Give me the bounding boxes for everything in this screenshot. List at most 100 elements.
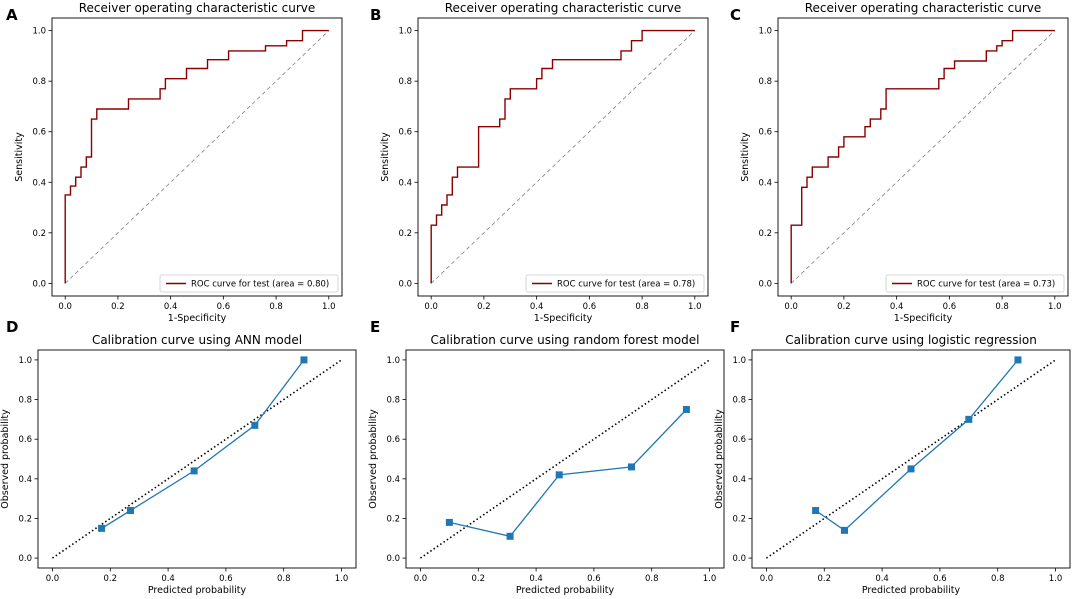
x-tick-label: 1.0 (1049, 574, 1063, 584)
y-tick-label: 0.8 (386, 396, 400, 406)
x-tick-label: 0.6 (943, 302, 957, 312)
x-tick-label: 1.0 (688, 302, 702, 312)
x-tick-label: 0.2 (837, 302, 851, 312)
panel-letter: D (6, 318, 18, 336)
calibration-point (965, 415, 973, 423)
y-tick-label: 0.0 (732, 554, 746, 564)
y-tick-label: 0.6 (32, 128, 46, 138)
x-tick-label: 0.6 (219, 574, 233, 584)
y-tick-label: 0.2 (398, 229, 412, 239)
y-tick-label: 0.8 (18, 396, 32, 406)
y-axis-label: Observed probability (368, 409, 379, 509)
panel-letter: C (730, 6, 741, 24)
reference-diagonal (430, 30, 696, 284)
legend: ROC curve for test (area = 0.80) (159, 274, 339, 293)
chart-title: Calibration curve using random forest mo… (431, 333, 700, 347)
chart-title: Receiver operating characteristic curve (79, 1, 316, 15)
chart-title: Receiver operating characteristic curve (805, 1, 1042, 15)
y-axis-label: Sensitivity (740, 132, 751, 182)
y-tick-label: 0.4 (732, 475, 746, 485)
x-tick-label: 0.0 (784, 302, 798, 312)
x-tick-label: 0.4 (875, 574, 889, 584)
chart-title: Calibration curve using logistic regress… (785, 333, 1037, 347)
y-tick-label: 1.0 (386, 356, 400, 366)
chart-title: Receiver operating characteristic curve (445, 1, 682, 15)
y-tick-label: 1.0 (758, 27, 772, 37)
legend-box (525, 274, 705, 293)
y-tick-label: 0.4 (18, 475, 32, 485)
calibration-point (98, 524, 106, 532)
y-tick-label: 0.6 (732, 435, 746, 445)
legend-box (159, 274, 339, 293)
x-tick-label: 0.8 (995, 302, 1009, 312)
y-tick-label: 0.8 (732, 396, 746, 406)
y-tick-label: 0.0 (398, 279, 412, 289)
x-tick-label: 0.4 (164, 302, 178, 312)
panel-letter: A (6, 6, 18, 24)
y-tick-label: 0.4 (398, 178, 412, 188)
x-tick-label: 0.8 (277, 574, 291, 584)
x-tick-label: 0.8 (269, 302, 283, 312)
x-axis-label: 1-Specificity (534, 313, 593, 324)
y-tick-label: 1.0 (32, 27, 46, 37)
x-tick-label: 0.0 (58, 302, 72, 312)
y-axis-label: Sensitivity (14, 132, 25, 182)
x-tick-label: 0.8 (991, 574, 1005, 584)
panel-letter: F (730, 318, 740, 336)
y-tick-label: 0.2 (18, 514, 32, 524)
y-axis-label: Observed probability (0, 409, 11, 509)
plot-frame (417, 17, 709, 297)
y-axis-label: Observed probability (714, 409, 725, 509)
x-axis-label: Predicted probability (516, 585, 615, 596)
x-tick-label: 0.0 (424, 302, 438, 312)
x-tick-label: 0.6 (583, 302, 597, 312)
y-tick-label: 0.2 (758, 229, 772, 239)
panel-f: F Calibration curve using logistic regres… (714, 318, 1071, 596)
legend-label: ROC curve for test (area = 0.73) (917, 280, 1055, 290)
x-tick-label: 1.0 (335, 574, 349, 584)
calibration-point (251, 421, 259, 429)
x-axis-label: Predicted probability (148, 585, 247, 596)
y-tick-label: 0.2 (386, 514, 400, 524)
panel-letter: E (370, 318, 380, 336)
calibration-point (841, 526, 849, 534)
x-tick-label: 0.4 (530, 302, 544, 312)
roc-curve (430, 29, 695, 284)
reference-diagonal (766, 359, 1056, 559)
calibration-point (812, 507, 820, 515)
roc-curve (64, 29, 329, 284)
x-tick-label: 0.2 (818, 574, 832, 584)
chart-title: Calibration curve using ANN model (92, 333, 302, 347)
y-tick-label: 0.6 (758, 128, 772, 138)
y-tick-label: 0.6 (18, 435, 32, 445)
legend-box (885, 274, 1065, 293)
panel-c: C Receiver operating characteristic curve… (730, 1, 1069, 324)
x-tick-label: 0.2 (111, 302, 125, 312)
calibration-point (506, 532, 514, 540)
x-tick-label: 0.2 (104, 574, 118, 584)
reference-diagonal (64, 30, 330, 284)
y-tick-label: 0.0 (386, 554, 400, 564)
x-tick-label: 0.8 (635, 302, 649, 312)
y-tick-label: 0.4 (758, 178, 772, 188)
plot-frame (37, 349, 357, 569)
calibration-curve (449, 409, 687, 538)
x-tick-label: 0.8 (645, 574, 659, 584)
calibration-point (907, 465, 915, 473)
y-tick-label: 0.4 (32, 178, 46, 188)
y-tick-label: 1.0 (18, 356, 32, 366)
x-tick-label: 0.4 (161, 574, 175, 584)
y-tick-label: 0.0 (32, 279, 46, 289)
x-axis-label: 1-Specificity (894, 313, 953, 324)
panel-b: B Receiver operating characteristic curve… (370, 1, 709, 324)
calibration-point (1014, 356, 1022, 364)
y-tick-label: 0.0 (18, 554, 32, 564)
x-tick-label: 0.4 (890, 302, 904, 312)
calibration-point (190, 467, 198, 475)
x-tick-label: 0.6 (587, 574, 601, 584)
x-tick-label: 0.4 (529, 574, 543, 584)
y-tick-label: 0.8 (758, 77, 772, 87)
y-tick-label: 1.0 (398, 27, 412, 37)
reference-diagonal (52, 359, 342, 559)
calibration-point (627, 463, 635, 471)
